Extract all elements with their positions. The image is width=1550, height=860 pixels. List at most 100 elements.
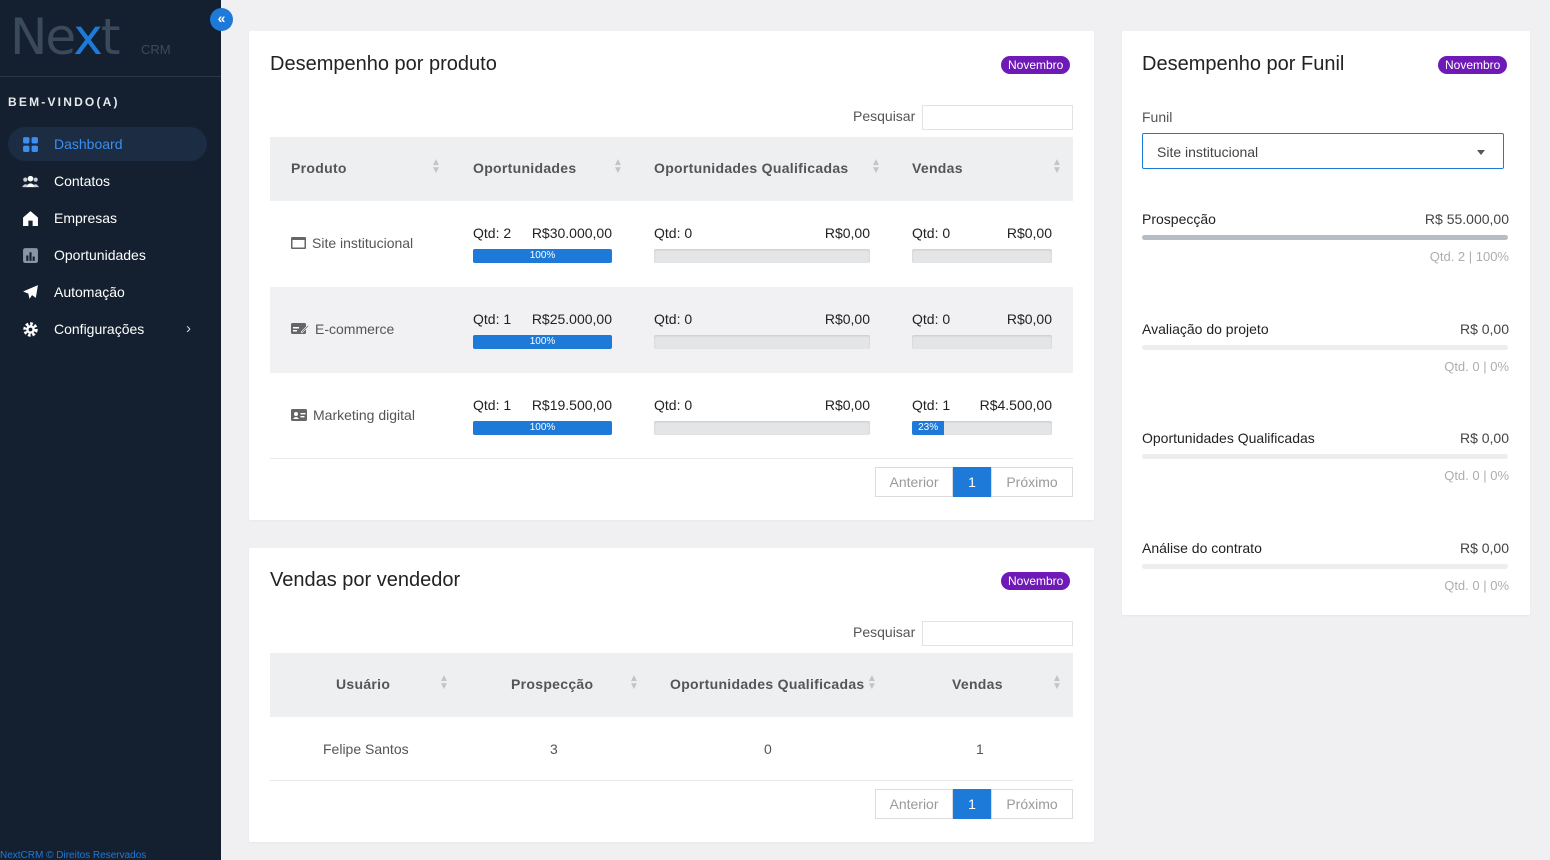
column-header-qualificadas[interactable]: Oportunidades Qualificadas: [670, 676, 865, 692]
footer-copyright[interactable]: NextCRM © Direitos Reservados: [0, 850, 147, 860]
sort-icon[interactable]: ▲ ▼: [431, 157, 441, 176]
sidebar-item-automacao[interactable]: Automação: [8, 275, 207, 309]
funnel-select[interactable]: Site institucional: [1142, 133, 1504, 169]
progress-fill: 100%: [473, 421, 612, 435]
qualified-value: R$0,00: [824, 225, 870, 241]
next-page-button[interactable]: Próximo: [991, 467, 1073, 497]
stage-name: Avaliação do projeto: [1142, 321, 1269, 337]
sales-value: R$0,00: [1006, 311, 1052, 327]
page-1-button[interactable]: 1: [953, 467, 991, 497]
column-header-vendas[interactable]: Vendas: [912, 160, 963, 176]
column-header-prospeccao[interactable]: Prospecção: [511, 676, 594, 692]
column-header-qualificadas[interactable]: Oportunidades Qualificadas: [654, 160, 849, 176]
search-input[interactable]: [922, 105, 1073, 130]
opportunities-progress: 100%: [473, 335, 612, 349]
sort-icon[interactable]: ▲ ▼: [871, 157, 881, 176]
brand-suffix: CRM: [141, 42, 171, 57]
stage-meta: Qtd. 0 | 0%: [1444, 468, 1509, 483]
row-divider: [270, 458, 1073, 459]
qualified-value: R$0,00: [824, 397, 870, 413]
product-name: Site institucional: [312, 235, 414, 251]
search-label: Pesquisar: [853, 624, 916, 640]
previous-page-button[interactable]: Anterior: [875, 467, 953, 497]
column-header-oportunidades[interactable]: Oportunidades: [473, 160, 577, 176]
sales-progress: [912, 249, 1052, 263]
gear-icon: [23, 322, 38, 337]
sort-icon[interactable]: ▲ ▼: [1052, 157, 1062, 176]
brand-name: Next: [10, 8, 120, 66]
stage-progress: [1142, 564, 1508, 569]
stage-value: R$ 0,00: [1459, 321, 1509, 337]
stage-name: Análise do contrato: [1142, 540, 1262, 556]
stage-progress: [1142, 235, 1508, 240]
seller-name: Felipe Santos: [323, 741, 409, 757]
opportunities-qty: Qtd: 2: [473, 225, 512, 241]
chart-icon: [23, 248, 38, 263]
table-row: Marketing digital Qtd: 1 R$19.500,00 100…: [270, 373, 1073, 459]
row-divider: [270, 780, 1073, 781]
sidebar-item-empresas[interactable]: Empresas: [8, 201, 207, 235]
sales-value: R$4.500,00: [979, 397, 1052, 413]
sales-count: 1: [976, 741, 984, 757]
month-badge: Novembro: [1438, 56, 1508, 74]
progress-fill: 100%: [473, 249, 612, 263]
sidebar-item-dashboard[interactable]: Dashboard: [8, 127, 207, 161]
collapse-sidebar-button[interactable]: «: [210, 8, 233, 31]
table-row: Site institucional Qtd: 2 R$30.000,00 10…: [270, 201, 1073, 287]
product-name: E-commerce: [315, 321, 395, 337]
next-page-button[interactable]: Próximo: [991, 789, 1073, 819]
opportunities-value: R$19.500,00: [531, 397, 612, 413]
month-badge: Novembro: [1001, 56, 1071, 74]
card-title: Desempenho por produto: [270, 53, 497, 75]
qualified-qty: Qtd: 0: [654, 311, 693, 327]
stage-progress: [1142, 345, 1508, 350]
stage-name: Oportunidades Qualificadas: [1142, 430, 1315, 446]
brand-logo[interactable]: Next CRM: [10, 8, 210, 68]
table-header: Produto ▲ ▼ Oportunidades ▲ ▼ Oportunidade…: [270, 137, 1073, 201]
sales-qty: Qtd: 0: [912, 311, 951, 327]
funnel-selected-value: Site institucional: [1157, 144, 1259, 160]
column-header-produto[interactable]: Produto: [291, 160, 347, 176]
sidebar: Next CRM BEM-VINDO(A) Dashboard Contatos…: [0, 0, 221, 860]
sidebar-item-contatos[interactable]: Contatos: [8, 164, 207, 198]
product-performance-card: Desempenho por produto Novembro Pesquisa…: [249, 31, 1094, 520]
qualified-qty: Qtd: 0: [654, 397, 693, 413]
sidebar-item-oportunidades[interactable]: Oportunidades: [8, 238, 207, 272]
sales-value: R$0,00: [1006, 225, 1052, 241]
sidebar-item-label: Contatos: [54, 173, 111, 189]
prospection-count: 3: [550, 741, 558, 757]
qualified-value: R$0,00: [824, 311, 870, 327]
stage-name: Prospecção: [1142, 211, 1216, 227]
sort-icon[interactable]: ▲ ▼: [867, 673, 877, 692]
grid-icon: [23, 137, 38, 152]
sort-icon[interactable]: ▲ ▼: [439, 673, 449, 692]
stage-value: R$ 55.000,00: [1424, 211, 1509, 227]
sort-icon[interactable]: ▲ ▼: [613, 157, 623, 176]
sales-qty: Qtd: 1: [912, 397, 951, 413]
page-1-button[interactable]: 1: [953, 789, 991, 819]
table-row: Felipe Santos 3 0 1: [270, 717, 1073, 780]
qualified-progress: [654, 421, 870, 435]
qualified-progress: [654, 249, 870, 263]
progress-fill: 100%: [473, 335, 612, 349]
search-input[interactable]: [922, 621, 1073, 646]
sort-icon[interactable]: ▲ ▼: [1052, 673, 1062, 692]
previous-page-button[interactable]: Anterior: [875, 789, 953, 819]
product-name: Marketing digital: [313, 407, 415, 423]
chevron-right-icon: ›: [186, 320, 191, 337]
table-row: E-commerce Qtd: 1 R$25.000,00 100% Qtd: …: [270, 287, 1073, 373]
card-title: Desempenho por Funil: [1142, 53, 1345, 75]
column-header-usuario[interactable]: Usuário: [336, 676, 391, 692]
pagination: Anterior 1 Próximo: [875, 467, 1073, 497]
sidebar-item-label: Empresas: [54, 210, 118, 226]
sales-qty: Qtd: 0: [912, 225, 951, 241]
sort-icon[interactable]: ▲ ▼: [629, 673, 639, 692]
funnel-label: Funil: [1142, 109, 1173, 125]
sidebar-item-label: Automação: [54, 284, 125, 300]
progress-fill: [1142, 235, 1508, 240]
column-header-vendas[interactable]: Vendas: [952, 676, 1003, 692]
stage-meta: Qtd. 2 | 100%: [1429, 249, 1509, 264]
id-card-icon: [291, 409, 307, 421]
sales-progress: [912, 335, 1052, 349]
sidebar-item-configuracoes[interactable]: Configurações ›: [8, 312, 207, 346]
